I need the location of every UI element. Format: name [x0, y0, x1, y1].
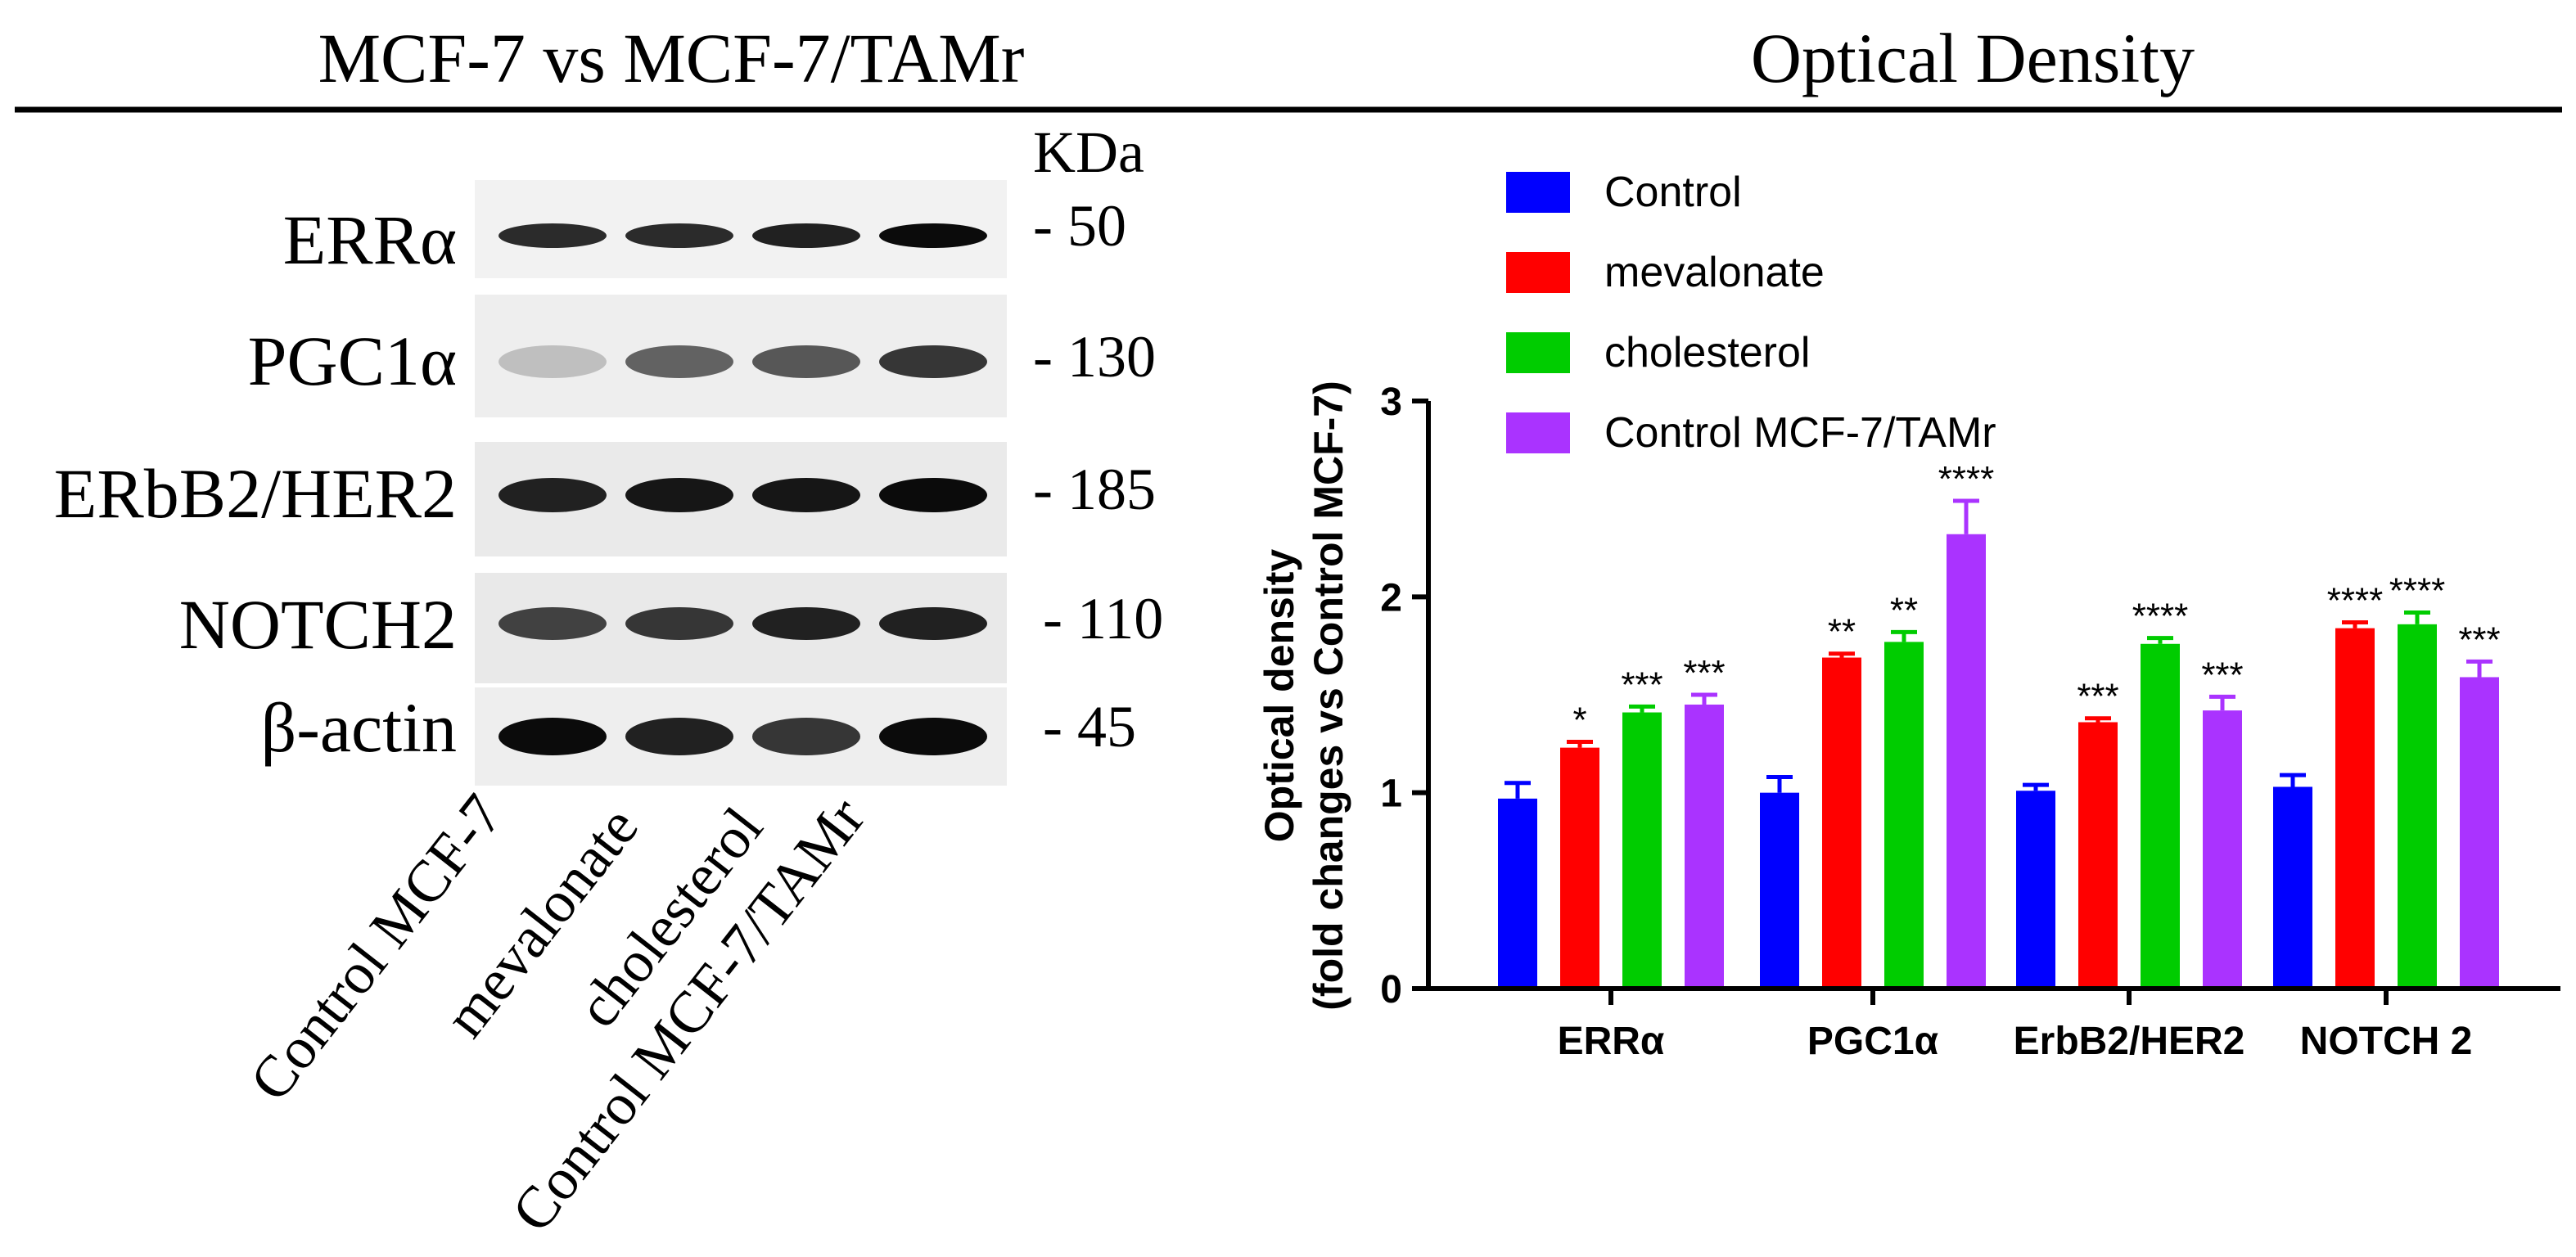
blot-band — [879, 223, 987, 248]
x-tick-label: PGC1α — [1807, 1020, 1939, 1063]
blot-band — [879, 607, 987, 640]
marker-label: - 185 — [1033, 457, 1156, 522]
bar — [1685, 704, 1724, 989]
blot-band — [879, 478, 987, 512]
blot-band — [879, 345, 987, 378]
legend-label: Control MCF-7/TAMr — [1604, 409, 1996, 457]
significance-label: ** — [1890, 590, 1918, 630]
chart-legend: Control mevalonate cholesterol Control MCF-… — [1506, 169, 1996, 457]
bar-series: **** ************************* ******* — [1498, 459, 2501, 989]
significance-label: **** — [1938, 459, 1995, 499]
significance-label: *** — [1683, 653, 1725, 693]
marker-label: - 45 — [1043, 694, 1136, 759]
bar — [2016, 791, 2055, 989]
significance-label: ** — [1828, 612, 1856, 652]
bar — [2078, 722, 2118, 989]
blot-band — [752, 607, 860, 640]
bar — [2398, 624, 2437, 989]
blot-row-label: β-actin — [260, 688, 457, 767]
blot-band — [499, 223, 607, 248]
bar — [2203, 710, 2242, 989]
kda-label: KDa — [1033, 119, 1144, 185]
blot-row-label: PGC1α — [248, 322, 457, 400]
blot-band — [499, 345, 607, 378]
bar-chart: Control mevalonate cholesterol Control MCF-… — [1256, 169, 2560, 1063]
significance-label: **** — [2389, 570, 2446, 610]
legend-label: mevalonate — [1604, 249, 1825, 296]
y-tick-label: 3 — [1380, 381, 1402, 424]
bar — [2335, 628, 2375, 989]
legend-swatch — [1506, 252, 1570, 293]
blot-band — [752, 718, 860, 755]
bar — [1498, 798, 1537, 989]
bar — [2460, 677, 2499, 989]
bar — [1822, 657, 1861, 989]
blot-band — [625, 718, 733, 755]
legend-swatch — [1506, 172, 1570, 213]
bar — [1947, 534, 1986, 989]
bar — [1560, 747, 1599, 989]
western-blot: ERRα PGC1α ERbB2/HER2 NOTCH2 β-actin KDa… — [54, 119, 1163, 1244]
blot-band — [625, 223, 733, 248]
legend-label: cholesterol — [1604, 329, 1810, 376]
blot-title: MCF-7 vs MCF-7/TAMr — [318, 19, 1025, 97]
significance-label: **** — [2132, 597, 2189, 637]
x-tick-label: ErbB2/HER2 — [2014, 1020, 2245, 1063]
significance-label: *** — [2201, 655, 2243, 695]
significance-label: * — [1572, 700, 1586, 740]
blot-band — [752, 345, 860, 378]
legend-swatch — [1506, 332, 1570, 373]
lane-label: Control MCF-7 — [237, 782, 516, 1113]
x-tick-label: ERRα — [1558, 1020, 1665, 1063]
significance-label: *** — [2077, 677, 2118, 717]
blot-band — [499, 607, 607, 640]
marker-label: - 50 — [1033, 193, 1126, 259]
legend-swatch — [1506, 412, 1570, 453]
y-axis-label: Optical density — [1256, 549, 1302, 843]
legend-label: Control — [1604, 169, 1742, 216]
y-tick-label: 2 — [1380, 576, 1402, 619]
blot-band — [752, 478, 860, 512]
blot-band — [625, 478, 733, 512]
y-axis: 0 1 2 3 — [1380, 381, 1431, 1011]
blot-band — [879, 718, 987, 755]
significance-label: *** — [1621, 665, 1662, 705]
x-axis: ERRα PGC1α ErbB2/HER2 NOTCH 2 — [1428, 986, 2560, 1063]
blot-band — [752, 223, 860, 248]
bar — [1884, 642, 1924, 989]
chart-panel-title: Optical Density — [1751, 19, 2195, 97]
bar — [2273, 786, 2312, 989]
blot-band — [499, 478, 607, 512]
blot-band — [499, 718, 607, 755]
y-tick-label: 1 — [1380, 773, 1402, 816]
blot-row-label: ERRα — [283, 200, 457, 279]
blot-band — [625, 607, 733, 640]
blot-row-label: ERbB2/HER2 — [54, 454, 457, 533]
significance-label: *** — [2458, 619, 2500, 660]
bar — [1760, 792, 1799, 989]
y-axis-label-sub: (fold changes vs Control MCF-7) — [1306, 381, 1351, 1010]
x-tick-label: NOTCH 2 — [2300, 1020, 2473, 1063]
blot-band — [625, 345, 733, 378]
bar — [1622, 712, 1662, 989]
y-tick-label: 0 — [1380, 968, 1402, 1011]
marker-label: - 130 — [1033, 324, 1156, 390]
significance-label: **** — [2327, 580, 2384, 620]
marker-label: - 110 — [1043, 586, 1163, 651]
blot-row-label: NOTCH2 — [179, 585, 457, 664]
bar — [2141, 643, 2180, 989]
